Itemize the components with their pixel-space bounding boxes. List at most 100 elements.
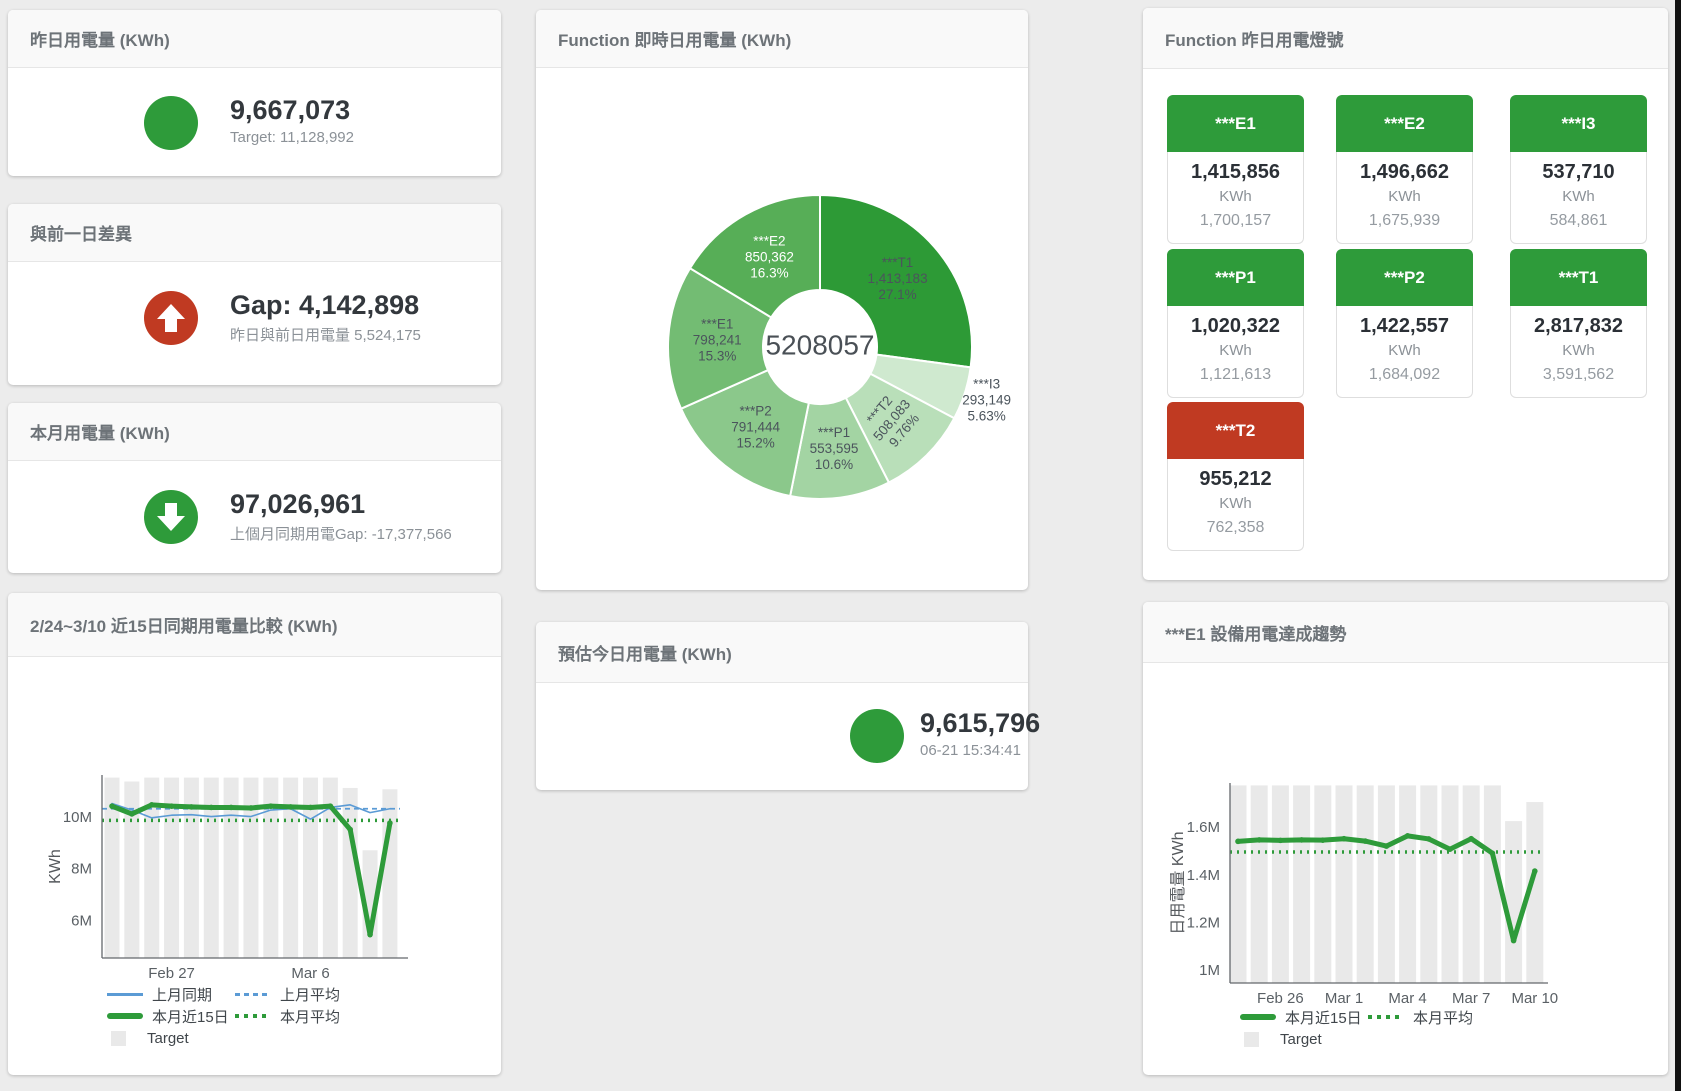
legend-item[interactable]: 本月近15日 bbox=[1240, 1007, 1368, 1028]
target-bar bbox=[1314, 785, 1332, 983]
tile-target-value: 1,675,939 bbox=[1368, 212, 1441, 229]
donut-slice-p2[interactable] bbox=[679, 368, 810, 498]
tile-target-value: 1,684,092 bbox=[1368, 366, 1441, 383]
data-point bbox=[1489, 850, 1496, 857]
data-point bbox=[1341, 835, 1347, 842]
today-estimate-timestamp: 06-21 15:34:41 bbox=[920, 742, 1021, 759]
y-tick-label: 1M bbox=[1199, 962, 1220, 979]
tile-unit: KWh bbox=[1562, 188, 1595, 205]
legend-swatch-icon bbox=[107, 1013, 143, 1019]
data-point bbox=[1468, 835, 1474, 842]
legend-swatch-icon bbox=[1244, 1031, 1259, 1047]
target-bar bbox=[1399, 785, 1417, 983]
chart-legend: 本月近15日 本月平均 Target bbox=[1240, 1006, 1496, 1050]
day-gap-subtext: 昨日與前日用電量 5,524,175 bbox=[230, 327, 421, 344]
card-yesterday-usage: 昨日用電量 (KWh) 9,667,073 Target: 11,128,992 bbox=[8, 10, 501, 176]
legend-item[interactable]: 本月近15日 bbox=[107, 1006, 235, 1027]
device-tile-e1: ***E1 1,415,856 KWh 1,700,157 bbox=[1167, 95, 1304, 244]
target-bar bbox=[1293, 785, 1311, 983]
legend-item[interactable]: 上月同期 bbox=[107, 984, 235, 1005]
target-bar bbox=[1271, 785, 1289, 983]
target-bar bbox=[283, 777, 299, 958]
tile-target-value: 762,358 bbox=[1206, 519, 1265, 536]
data-point bbox=[148, 802, 155, 808]
tile-value: 537,710 bbox=[1542, 161, 1615, 183]
target-bar bbox=[1229, 785, 1247, 983]
x-tick-label: Mar 6 bbox=[291, 965, 329, 982]
legend-item[interactable]: Target bbox=[1240, 1031, 1368, 1048]
target-bar bbox=[1505, 821, 1523, 983]
target-bar bbox=[1483, 785, 1501, 983]
data-point bbox=[1235, 838, 1241, 845]
chart-legend: 上月同期 上月平均本月近15日 本月平均 Target bbox=[107, 983, 363, 1049]
donut-slice-t1[interactable] bbox=[819, 193, 973, 369]
target-bar bbox=[303, 777, 318, 958]
card-15day-comparison-chart: 6M 8M 10M Feb 27 Mar 6 KWh 2/24~3/10 近15日同期用電… bbox=[8, 593, 501, 1075]
card-today-estimate: 預估今日用電量 (KWh) 9,615,796 06-21 15:34:41 bbox=[536, 622, 1040, 790]
legend-item[interactable]: 上月平均 bbox=[235, 984, 363, 1005]
y-tick-label: 1.4M bbox=[1187, 867, 1220, 884]
legend-swatch-icon bbox=[111, 1030, 126, 1046]
legend-label: 上月平均 bbox=[280, 986, 341, 1004]
y-axis-title: KWh bbox=[47, 849, 64, 884]
tile-value: 1,020,322 bbox=[1191, 315, 1280, 337]
device-tile-t1: ***T1 2,817,832 KWh 3,591,562 bbox=[1510, 249, 1647, 398]
legend-item[interactable]: Target bbox=[107, 1030, 235, 1047]
tile-status-header: ***E2 bbox=[1336, 95, 1473, 152]
target-bar bbox=[1526, 802, 1544, 983]
data-point bbox=[1510, 937, 1517, 944]
legend-item[interactable]: 本月平均 bbox=[1368, 1007, 1496, 1028]
target-bar bbox=[1441, 785, 1459, 983]
y-tick-label: 10M bbox=[63, 809, 92, 826]
series-line bbox=[111, 802, 391, 820]
legend-label: Target bbox=[1280, 1030, 1322, 1048]
data-point bbox=[1362, 838, 1368, 844]
tile-unit: KWh bbox=[1562, 342, 1595, 359]
target-bar bbox=[144, 777, 160, 958]
donut-slice-label: ***P2 791,444 15.2% bbox=[731, 403, 780, 450]
x-tick-label: Mar 7 bbox=[1452, 990, 1490, 1007]
card-title-month-usage: 本月用電量 (KWh) bbox=[8, 403, 501, 461]
data-point bbox=[1426, 836, 1432, 842]
x-tick-label: Feb 26 bbox=[1257, 990, 1304, 1007]
card-day-gap: 與前一日差異 Gap: 4,142,898 昨日與前日用電量 5,524,175 bbox=[8, 204, 501, 385]
card-month-usage: 本月用電量 (KWh) 97,026,961 上個月同期用電Gap: -17,3… bbox=[8, 403, 501, 573]
data-point bbox=[367, 931, 373, 938]
device-tile-p2: ***P2 1,422,557 KWh 1,684,092 bbox=[1336, 249, 1473, 398]
tile-target-value: 1,700,157 bbox=[1199, 212, 1272, 229]
legend-label: Target bbox=[147, 1029, 189, 1047]
target-bar bbox=[263, 777, 279, 958]
target-bar bbox=[164, 777, 180, 958]
donut-slice-label: ***T1 1,413,183 27.1% bbox=[868, 255, 928, 302]
month-usage-value: 97,026,961 bbox=[230, 489, 366, 519]
tile-body: 955,212 KWh 762,358 bbox=[1167, 459, 1304, 551]
target-bar bbox=[183, 777, 199, 958]
donut-slice-e2[interactable] bbox=[688, 193, 821, 319]
tile-body: 2,817,832 KWh 3,591,562 bbox=[1510, 306, 1647, 398]
data-point bbox=[327, 803, 334, 809]
yesterday-usage-value: 9,667,073 bbox=[230, 95, 351, 125]
data-point bbox=[1383, 843, 1390, 849]
target-bar bbox=[1335, 785, 1353, 983]
data-point bbox=[1298, 837, 1305, 843]
device-tile-p1: ***P1 1,020,322 KWh 1,121,613 bbox=[1167, 249, 1304, 398]
legend-item[interactable]: 本月平均 bbox=[235, 1006, 363, 1027]
y-tick-label: 1.6M bbox=[1187, 819, 1220, 836]
tile-status-header: ***T1 bbox=[1510, 249, 1647, 306]
e1-trend-chart: 1M 1.2M 1.4M 1.6M Feb 26 Mar 1 Mar 4 Mar 7 Mar 1… bbox=[1170, 783, 1558, 1007]
tile-status-header: ***P2 bbox=[1336, 249, 1473, 306]
donut-slice-label: ***I3 293,149 5.63% bbox=[962, 377, 1011, 424]
tile-value: 2,817,832 bbox=[1534, 315, 1623, 337]
target-bar bbox=[1462, 785, 1480, 983]
card-status-lights: Function 昨日用電燈號 ***E1 1,415,856 KWh 1,700,1… bbox=[1143, 8, 1668, 580]
tile-unit: KWh bbox=[1388, 342, 1421, 359]
tile-status-header: ***E1 bbox=[1167, 95, 1304, 152]
x-tick-label: Mar 1 bbox=[1325, 990, 1363, 1007]
legend-swatch-icon bbox=[235, 1014, 271, 1018]
donut-slice-e1[interactable] bbox=[667, 266, 773, 411]
